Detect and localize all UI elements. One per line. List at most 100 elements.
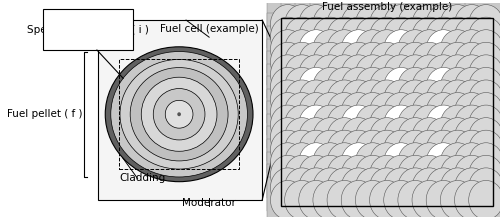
Bar [394,51,436,98]
Ellipse shape [327,168,362,207]
Ellipse shape [384,92,418,132]
Bar [423,39,464,85]
Bar [451,1,492,48]
Ellipse shape [270,155,305,194]
Ellipse shape [426,92,461,132]
Bar [423,152,464,198]
Bar [282,114,323,161]
Bar [267,89,308,135]
Ellipse shape [313,118,348,157]
Bar [466,139,500,186]
Bar [352,26,394,73]
Bar [423,139,464,186]
Ellipse shape [370,143,404,182]
Bar [352,13,394,60]
Ellipse shape [384,143,418,182]
Bar [380,152,422,198]
Ellipse shape [284,30,320,69]
Bar [380,39,422,85]
Bar [338,39,379,85]
Bar [280,18,493,206]
Ellipse shape [356,168,390,207]
Ellipse shape [440,118,475,157]
Ellipse shape [370,155,404,194]
Ellipse shape [412,30,446,69]
Ellipse shape [356,92,390,132]
Bar [296,64,337,110]
Bar [324,76,365,123]
Ellipse shape [384,30,418,69]
Bar [366,51,408,98]
Bar [296,164,337,211]
Ellipse shape [426,143,461,182]
Ellipse shape [370,55,404,94]
Bar [408,177,450,217]
Bar [296,177,337,217]
Bar [366,114,408,161]
Ellipse shape [341,118,376,157]
Ellipse shape [454,67,489,107]
Bar [352,39,394,85]
Bar [408,139,450,186]
Bar [324,89,365,135]
Ellipse shape [284,118,320,157]
Bar [282,152,323,198]
Bar [324,26,365,73]
Bar [451,101,492,148]
Bar [466,51,500,98]
Ellipse shape [356,42,390,81]
Ellipse shape [454,168,489,207]
Ellipse shape [299,118,334,157]
Bar [43,9,133,50]
Bar [366,152,408,198]
Ellipse shape [166,100,193,128]
Ellipse shape [384,130,418,169]
Ellipse shape [384,105,418,144]
Ellipse shape [341,143,376,182]
Bar [324,164,365,211]
Ellipse shape [426,17,461,56]
Bar [267,39,308,85]
Bar [267,139,308,186]
Bar [408,164,450,211]
Bar [437,164,478,211]
Bar [267,114,308,161]
Bar [324,51,365,98]
Bar [296,101,337,148]
Bar [366,177,408,217]
Ellipse shape [384,67,418,107]
Bar [282,51,323,98]
Ellipse shape [384,5,418,44]
Bar [408,127,450,173]
Bar [352,89,394,135]
Ellipse shape [398,105,432,144]
Bar [352,127,394,173]
Bar [423,26,464,73]
Bar [394,26,436,73]
Bar [310,114,351,161]
Bar [394,164,436,211]
Bar [451,13,492,60]
Bar [267,64,308,110]
Ellipse shape [130,67,228,161]
Bar [310,177,351,217]
Bar [451,39,492,85]
Ellipse shape [356,118,390,157]
Ellipse shape [468,5,500,44]
Text: Specific ring region ( i ): Specific ring region ( i ) [27,25,149,35]
Ellipse shape [454,17,489,56]
Bar [310,64,351,110]
Ellipse shape [398,168,432,207]
Bar [451,164,492,211]
Bar [324,101,365,148]
Ellipse shape [270,143,305,182]
Bar [366,101,408,148]
Ellipse shape [142,77,217,151]
Bar [267,51,308,98]
Ellipse shape [299,168,334,207]
Ellipse shape [440,17,475,56]
Ellipse shape [370,67,404,107]
Ellipse shape [299,80,334,119]
Ellipse shape [327,80,362,119]
Ellipse shape [327,130,362,169]
